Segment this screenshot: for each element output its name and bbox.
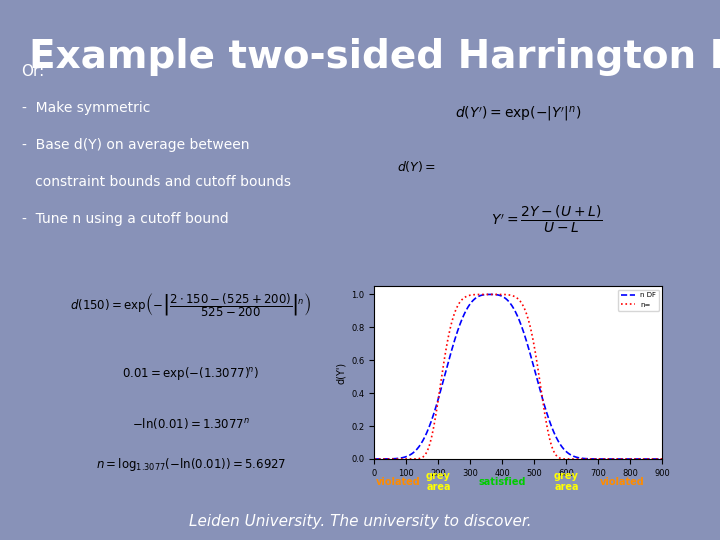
Text: grey
area: grey area (426, 471, 451, 492)
n DF (649, 456, 658, 462)
n DF (384, 456, 393, 462)
Text: $Y' = \dfrac{2Y - (U+L)}{U - L}$: $Y' = \dfrac{2Y - (U+L)}{U - L}$ (492, 204, 603, 235)
Text: -  Make symmetric: - Make symmetric (22, 101, 150, 115)
Text: Example two-sided Harrington DF: Example two-sided Harrington DF (29, 38, 720, 76)
Legend: n DF, n=: n DF, n= (618, 289, 659, 310)
n= (649, 456, 658, 462)
Y-axis label: d(Y'): d(Y') (336, 362, 346, 383)
n= (384, 456, 393, 462)
Line: n DF: n DF (374, 294, 662, 459)
n= (486, 291, 495, 298)
Text: $-\ln(0.01) = 1.3077^n$: $-\ln(0.01) = 1.3077^n$ (132, 416, 250, 431)
Text: $0.01 = \exp\!\left(-\left(1.3077\right)^{\!n}\right)$: $0.01 = \exp\!\left(-\left(1.3077\right)… (122, 365, 259, 382)
Text: $d(Y) = $: $d(Y) = $ (397, 159, 436, 174)
n DF (658, 456, 667, 462)
Text: Or:: Or: (22, 64, 45, 79)
n DF (370, 456, 379, 462)
Text: violated: violated (376, 477, 420, 487)
Text: satisfied: satisfied (479, 477, 526, 487)
n= (652, 456, 661, 462)
n DF (510, 307, 519, 313)
Text: $d(Y') = \exp(-|Y'|^n)$: $d(Y') = \exp(-|Y'|^n)$ (455, 105, 582, 124)
n DF (650, 456, 659, 462)
Text: $d(150) = \exp\!\left(-\left|\dfrac{2 \cdot 150 - (525+200)}{525-200}\right|^{\!: $d(150) = \exp\!\left(-\left|\dfrac{2 \c… (70, 292, 312, 319)
n= (650, 456, 659, 462)
n DF (486, 291, 495, 298)
Text: Leiden University. The university to discover.: Leiden University. The university to dis… (189, 514, 531, 529)
Text: -  Base d(Y) on average between: - Base d(Y) on average between (22, 138, 249, 152)
Text: -  Tune n using a cutoff bound: - Tune n using a cutoff bound (22, 212, 228, 226)
n DF (597, 456, 606, 462)
n DF (503, 296, 511, 303)
Text: grey
area: grey area (554, 471, 579, 492)
Text: violated: violated (600, 477, 645, 487)
n= (658, 456, 667, 462)
Text: constraint bounds and cutoff bounds: constraint bounds and cutoff bounds (22, 175, 291, 189)
Text: $n = \log_{1.3077}\!\left(-\ln(0.01)\right) = 5.6927$: $n = \log_{1.3077}\!\left(-\ln(0.01)\rig… (96, 456, 286, 472)
n= (597, 456, 606, 462)
n= (510, 293, 519, 300)
n= (503, 292, 511, 298)
Line: n=: n= (374, 294, 662, 459)
n= (370, 456, 379, 462)
